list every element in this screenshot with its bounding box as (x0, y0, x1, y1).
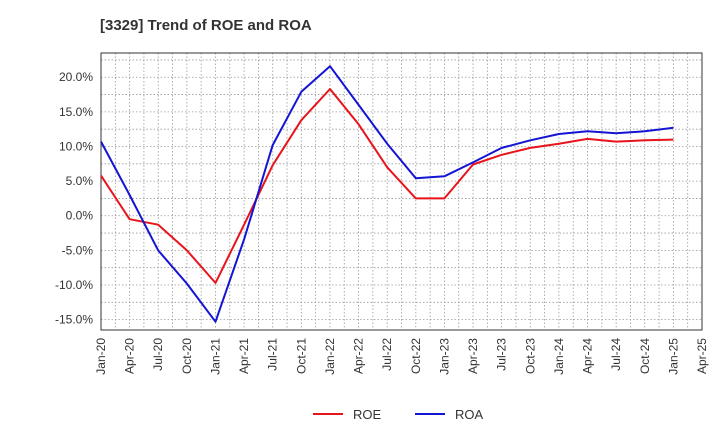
x-tick-label: Oct-20 (180, 338, 194, 374)
x-tick-label: Jul-24 (609, 338, 623, 371)
axis-layer: 20.0% 15.0% 10.0% 5.0% 0.0% -5.0% -10.0% -15.0%… (55, 52, 709, 375)
x-tick-label: Apr-20 (123, 338, 137, 374)
y-tick-label: -5.0% (62, 243, 94, 257)
x-tick-label: Jul-20 (151, 338, 165, 371)
y-tick-label: 5.0% (66, 174, 94, 188)
y-tick-label: 10.0% (59, 139, 93, 153)
y-tick-label: 20.0% (59, 70, 93, 84)
x-tick-label: Apr-24 (581, 338, 595, 374)
x-tick-label: Jan-24 (552, 338, 566, 375)
x-tick-label: Apr-21 (237, 338, 251, 374)
x-tick-label: Oct-22 (409, 338, 423, 374)
grid-layer (100, 53, 703, 330)
chart-title: [3329] Trend of ROE and ROA (100, 17, 312, 34)
y-tick-label: -10.0% (55, 278, 93, 292)
legend-label-roa: ROA (455, 407, 484, 422)
x-tick-label: Oct-21 (294, 338, 308, 374)
y-tick-label: 0.0% (66, 209, 94, 223)
x-tick-label: Jan-23 (437, 338, 451, 375)
legend: ROE ROA (313, 407, 484, 422)
plot-frame (100, 52, 703, 331)
legend-label-roe: ROE (353, 407, 382, 422)
x-tick-label: Jul-22 (380, 338, 394, 371)
x-tick-label: Apr-25 (695, 338, 709, 374)
x-tick-label: Apr-22 (352, 338, 366, 374)
x-tick-label: Jan-25 (666, 338, 680, 375)
x-tick-label: Jul-23 (495, 338, 509, 371)
x-tick-label: Jan-20 (94, 338, 108, 375)
x-tick-label: Jan-21 (208, 338, 222, 375)
y-tick-label: -15.0% (55, 313, 93, 327)
x-tick-label: Oct-24 (638, 338, 652, 374)
y-tick-label: 15.0% (59, 105, 93, 119)
series-layer (100, 65, 674, 323)
x-tick-label: Jan-22 (323, 338, 337, 375)
x-tick-label: Apr-23 (466, 338, 480, 374)
series-line-roe (100, 88, 674, 284)
series-line-roa (100, 65, 674, 323)
x-tick-label: Jul-21 (266, 338, 280, 371)
x-tick-label: Oct-23 (523, 338, 537, 374)
